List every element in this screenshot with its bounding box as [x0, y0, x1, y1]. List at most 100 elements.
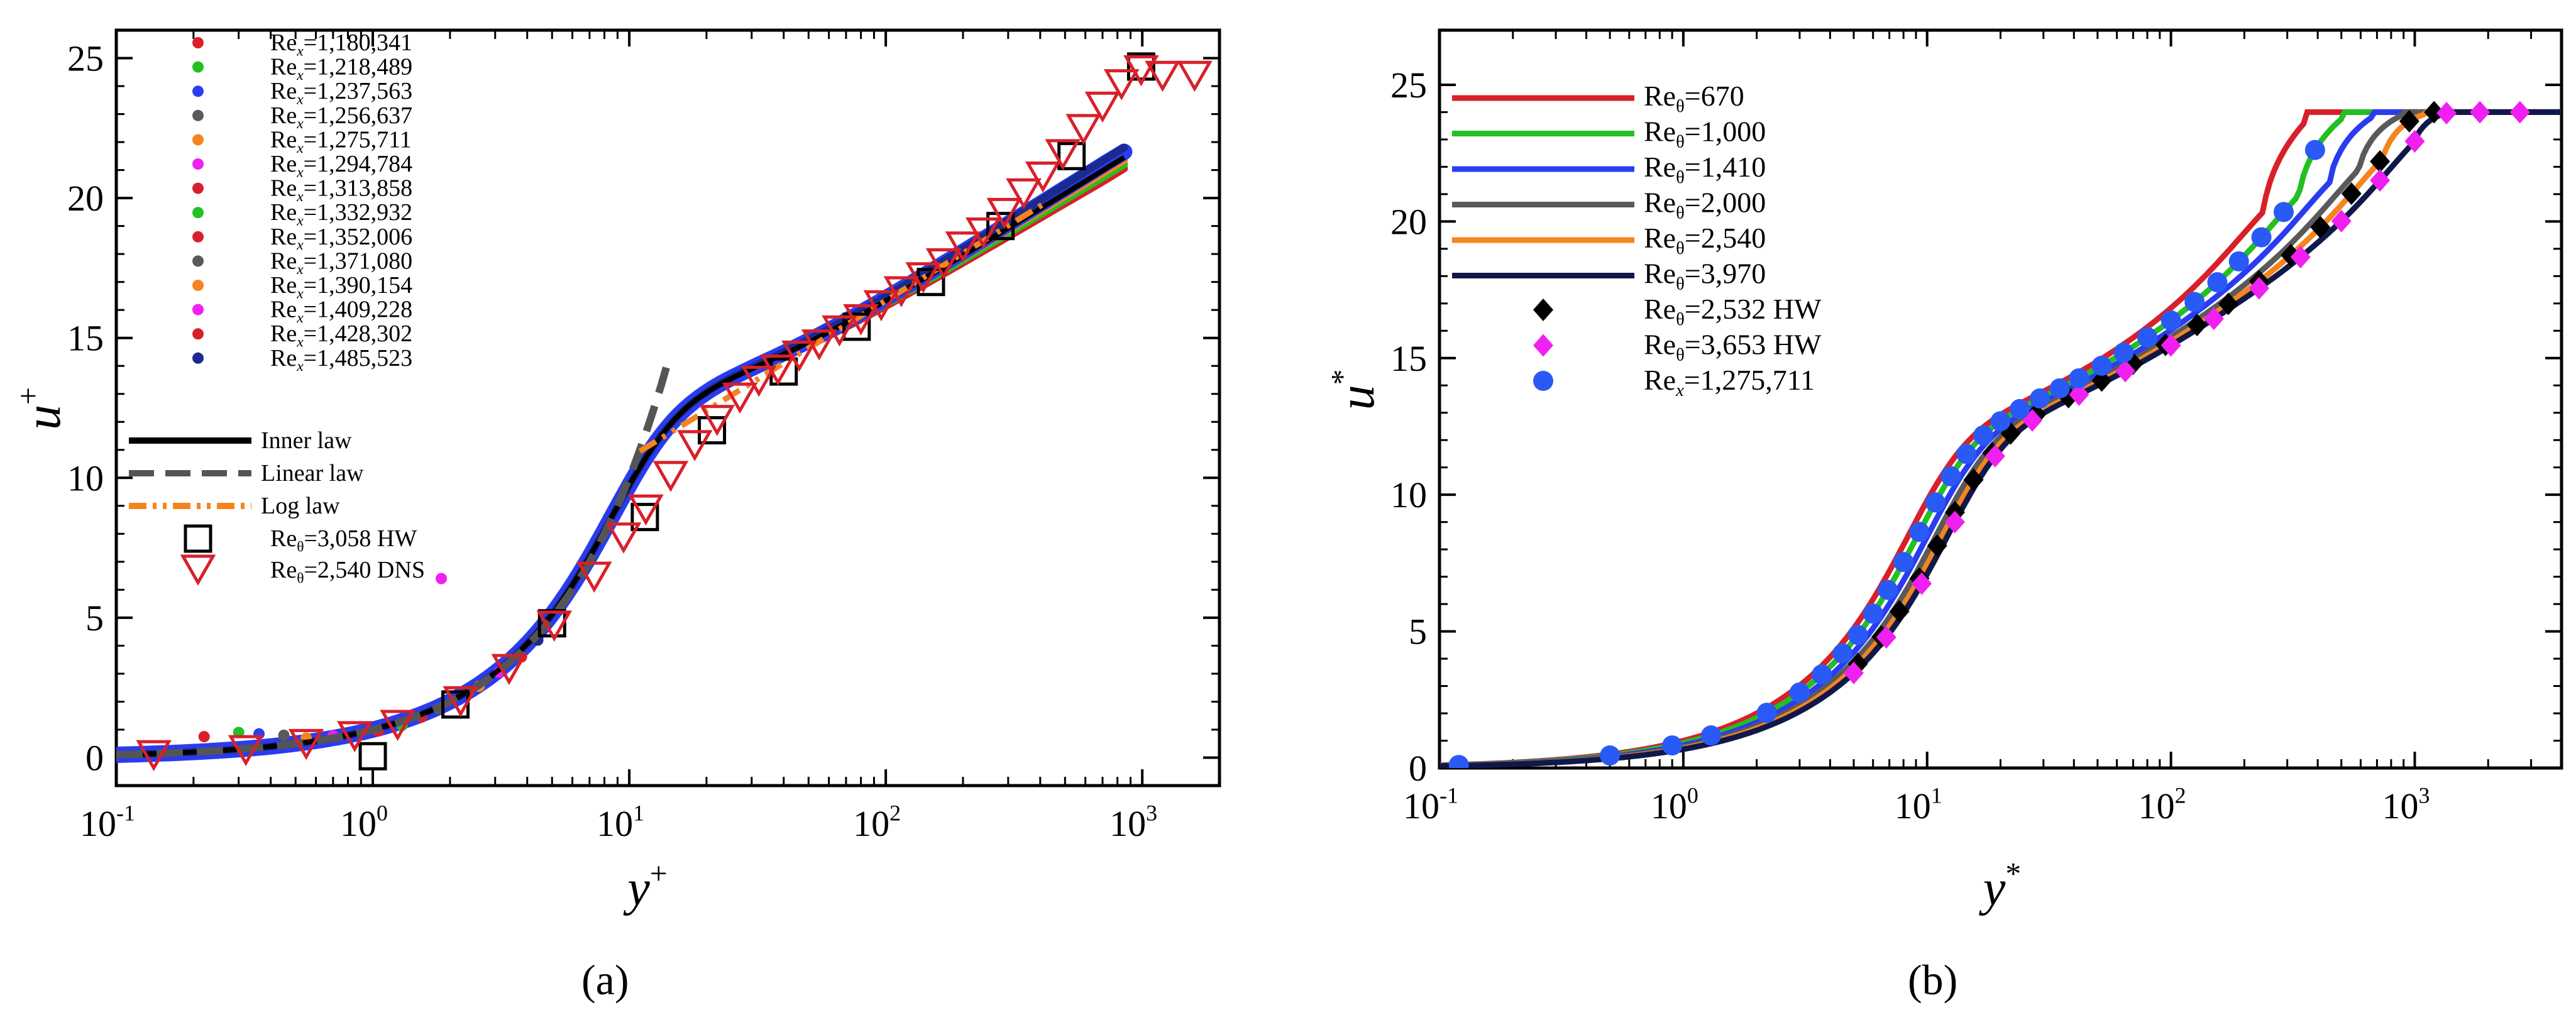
legend-dot	[192, 134, 204, 146]
hw-diamond-marker	[2331, 209, 2352, 233]
hw-square-marker	[441, 690, 470, 719]
x-tick-label: 102	[853, 801, 901, 844]
x-tick-label: 101	[1895, 783, 1942, 826]
hw-diamond-marker	[2370, 150, 2391, 173]
dns-triangle-marker	[760, 354, 796, 386]
hw-square-marker	[358, 742, 387, 771]
dns-triangle-marker	[652, 461, 689, 492]
legend-label: Rex=1,409,228	[270, 297, 412, 326]
dns-triangle-marker	[491, 654, 527, 686]
legend-label: Rex=1,275,711	[1644, 364, 1815, 400]
x-axis-label: y*	[1979, 856, 2021, 916]
plot-area	[116, 52, 1213, 772]
dns-triangle-marker	[443, 686, 479, 718]
les-circle-marker	[2228, 251, 2249, 272]
dns-triangle-marker	[925, 248, 962, 280]
dns-triangle-marker	[1103, 69, 1140, 101]
hw-diamond-marker	[2203, 307, 2224, 331]
hw-diamond-marker	[2470, 101, 2491, 124]
dns-triangle-marker	[1025, 161, 1061, 193]
les-circle-marker	[2251, 227, 2272, 248]
x-axis-label: y+	[623, 856, 668, 916]
dns-triangle-marker	[822, 315, 857, 347]
hw-diamond-marker	[2248, 277, 2269, 300]
legend-label: Rex=1,428,302	[270, 321, 412, 350]
data-point-dot	[278, 729, 290, 741]
les-circle-marker	[1863, 603, 1883, 624]
inner-law-line	[116, 155, 1126, 757]
les-circle-marker	[2273, 202, 2294, 222]
dns-triangle-marker	[628, 494, 664, 526]
hw-diamond-marker	[2424, 101, 2445, 124]
y-tick-label: 10	[67, 458, 104, 498]
y-axis-label: u*	[1324, 370, 1385, 410]
hw-diamond-marker	[1963, 468, 1984, 491]
legend-label: Reθ=1,000	[1644, 116, 1766, 152]
legend-label: Rex=1,180,341	[270, 30, 412, 59]
dns-triangle-marker	[1084, 91, 1121, 123]
legend-label: Reθ=3,653 HW	[1644, 329, 1822, 365]
legend-label: Rex=1,485,523	[270, 345, 412, 375]
legend-dot	[192, 255, 204, 267]
legend-label: Reθ=2,540	[1644, 222, 1766, 258]
hw-diamond-marker	[1876, 626, 1896, 649]
data-point-dot	[436, 573, 448, 584]
dns-triangle-marker	[1177, 60, 1213, 92]
dns-triangle-marker	[1123, 55, 1159, 87]
legend-label: Reθ=2,540 DNS	[270, 557, 425, 586]
dns-triangle-marker	[605, 522, 642, 554]
hw-diamond-marker	[2218, 292, 2238, 315]
les-circle-marker	[1878, 579, 1898, 600]
legend-label: Inner law	[261, 427, 352, 454]
hw-square-marker	[1057, 141, 1086, 170]
y-tick-label: 20	[1390, 201, 1427, 242]
les-circle-marker	[2091, 355, 2112, 376]
legend-diamond	[1533, 334, 1553, 357]
hw-diamond-marker	[2069, 383, 2089, 406]
x-tick-label: 100	[1651, 783, 1698, 826]
legend-dot	[192, 280, 204, 291]
y-tick-label: 15	[67, 318, 104, 359]
legend-dot	[192, 207, 204, 219]
les-circle-marker	[1847, 625, 1868, 645]
les-circle-marker	[1448, 755, 1469, 768]
hw-diamond-marker	[2341, 182, 2362, 206]
les-circle-marker	[1925, 492, 1946, 513]
y-tick-label: 5	[85, 598, 104, 639]
caption-a: (a)	[581, 956, 629, 1004]
les-circle-marker	[2113, 342, 2134, 363]
dns-triangle-marker	[905, 262, 942, 294]
dns-triangle-marker	[863, 290, 900, 322]
les-circle-marker	[2069, 368, 2089, 388]
x-tick-label: 103	[2382, 783, 2430, 826]
hw-square-marker	[630, 503, 659, 532]
les-circle-marker	[1701, 725, 1722, 746]
legend-label: Linear law	[261, 460, 364, 486]
dns-triangle-marker	[1065, 114, 1101, 145]
legend-label: Reθ=2,000	[1644, 187, 1766, 223]
x-tick-label: 102	[2138, 783, 2186, 826]
dns-triangle-marker	[336, 721, 373, 752]
hw-square-marker	[986, 212, 1015, 241]
legend-label: Reθ=1,410	[1644, 151, 1766, 187]
dns-triangle-marker	[699, 405, 735, 436]
legend-label: Reθ=3,970	[1644, 258, 1766, 294]
legend-label: Reθ=3,058 HW	[270, 525, 417, 555]
x-tick-label: 101	[597, 801, 644, 844]
dns-triangle-marker	[801, 329, 837, 361]
hw-diamond-marker	[1944, 510, 1965, 534]
hw-diamond-marker	[2290, 246, 2311, 269]
dns-triangle-marker	[536, 610, 573, 642]
hw-diamond-marker	[1889, 600, 1910, 623]
dns-triangle-marker	[228, 735, 264, 767]
les-circle-marker	[1940, 466, 1961, 486]
dns-triangle-marker	[722, 382, 758, 414]
legend: Reθ=670Reθ=1,000Reθ=1,410Reθ=2,000Reθ=2,…	[1452, 80, 1822, 400]
x-tick-label: 10-1	[1403, 783, 1458, 826]
les-circle-marker	[1956, 444, 1977, 464]
legend: Rex=1,180,341Rex=1,218,489Rex=1,237,563R…	[129, 30, 425, 586]
legend-dot	[192, 158, 204, 170]
les-circle-marker	[2207, 272, 2228, 293]
les-circle-marker	[2137, 327, 2158, 348]
